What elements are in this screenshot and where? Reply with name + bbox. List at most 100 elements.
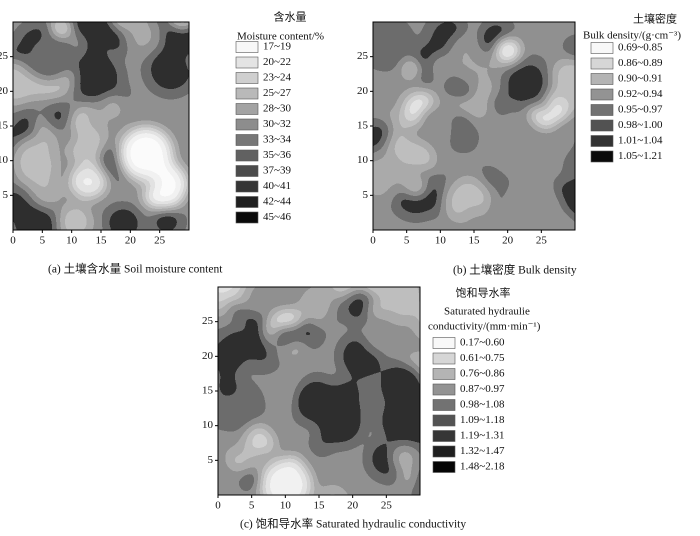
blob — [293, 317, 322, 346]
y-tick-label: 15 — [202, 385, 214, 397]
y-tick-label: 15 — [357, 120, 369, 132]
y-tick-label: 5 — [363, 189, 369, 201]
blob — [153, 207, 181, 230]
caption: (a) 土壤含水量 Soil moisture content — [48, 262, 223, 276]
blob — [53, 22, 70, 36]
legend-label: 0.17~0.60 — [460, 337, 505, 349]
contour-blobs — [218, 287, 420, 495]
blob — [318, 486, 347, 495]
legend-label: 25~27 — [263, 87, 291, 99]
legend-label: 0.98~1.00 — [618, 119, 663, 131]
legend-swatch — [432, 445, 456, 458]
legend-label: 35~36 — [263, 149, 291, 161]
legend-swatch — [235, 180, 259, 193]
blob — [44, 103, 73, 132]
legend-swatch — [432, 430, 456, 442]
legend-swatch — [235, 211, 259, 224]
legend-label: 17~19 — [263, 41, 291, 53]
x-tick-label: 5 — [249, 500, 255, 512]
blob — [380, 398, 420, 442]
blob — [490, 94, 507, 112]
blob — [68, 159, 108, 199]
contour-field — [373, 22, 575, 230]
blob — [455, 129, 472, 146]
blob — [411, 310, 420, 339]
blob — [548, 57, 575, 110]
y-tick-label: 20 — [202, 350, 214, 362]
legend-swatch — [432, 414, 456, 427]
legend-swatch — [590, 57, 614, 70]
blob — [496, 38, 520, 62]
blob — [122, 22, 163, 54]
contour-field — [218, 287, 420, 495]
legend-label: 0.69~0.85 — [618, 42, 663, 54]
caption: (c) 饱和导水率 Saturated hydraulic conductivi… — [240, 517, 466, 531]
y-tick-label: 5 — [208, 454, 214, 466]
legend-label: 28~30 — [263, 103, 291, 115]
legend-title: conductivity/(mm·min⁻¹) — [428, 321, 541, 333]
x-tick-label: 0 — [10, 235, 16, 247]
legend-label: 0.86~0.89 — [618, 57, 663, 69]
blob — [147, 46, 189, 93]
legend-title: Saturated hydraulie — [444, 306, 530, 318]
blob — [390, 112, 411, 134]
blob — [13, 135, 63, 190]
legend-label: 42~44 — [263, 196, 291, 208]
legend-label: 40~41 — [263, 180, 291, 192]
legend-swatch — [590, 42, 614, 54]
blob — [456, 208, 504, 230]
blob — [270, 323, 299, 352]
x-tick-label: 10 — [435, 235, 447, 247]
legend-label: 37~39 — [263, 165, 291, 177]
legend-swatch — [235, 149, 259, 162]
legend-swatch — [235, 134, 259, 146]
legend-swatch — [432, 461, 456, 473]
x-tick-label: 0 — [370, 235, 376, 247]
blob — [375, 287, 420, 321]
blob — [351, 387, 375, 412]
blob — [360, 311, 406, 357]
blob — [108, 121, 127, 140]
legend-title: 含水量 — [274, 10, 307, 24]
blob — [373, 22, 412, 69]
blob — [399, 469, 417, 488]
x-tick-label: 25 — [154, 235, 166, 247]
blob — [398, 140, 436, 178]
blob — [373, 216, 391, 230]
blob — [76, 22, 112, 44]
legend-label: 0.87~0.97 — [460, 383, 505, 395]
blob — [509, 182, 566, 230]
x-tick-label: 15 — [314, 500, 326, 512]
legend-swatch — [590, 119, 614, 132]
blob — [437, 126, 494, 182]
contour-blobs — [373, 22, 575, 230]
y-tick-label: 10 — [202, 419, 214, 431]
blob — [14, 206, 56, 230]
legend-label: 0.90~0.91 — [618, 73, 662, 85]
blob — [503, 59, 552, 109]
legend-swatch — [235, 56, 259, 69]
y-tick-label: 20 — [357, 85, 369, 97]
legend-swatch — [235, 72, 259, 84]
legend-swatch — [432, 399, 456, 411]
blob — [135, 173, 148, 186]
legend-swatch — [235, 196, 259, 208]
legend-label: 33~34 — [263, 134, 291, 146]
y-tick-label: 25 — [357, 50, 369, 62]
caption: (b) 土壤密度 Bulk density — [453, 263, 577, 277]
blob — [489, 170, 518, 199]
blob — [292, 378, 336, 423]
blob — [224, 330, 247, 353]
legend-title: 饱和导水率 — [456, 286, 511, 300]
blob — [119, 127, 173, 181]
blob — [313, 436, 330, 453]
blob — [218, 374, 237, 394]
blob — [391, 445, 419, 473]
legend-label: 23~24 — [263, 72, 291, 84]
legend-title: Moisture content/% — [237, 31, 324, 43]
blob — [106, 206, 141, 230]
legend-swatch — [432, 352, 456, 365]
y-tick-label: 20 — [0, 85, 9, 97]
legend-label: 0.61~0.75 — [460, 352, 505, 364]
